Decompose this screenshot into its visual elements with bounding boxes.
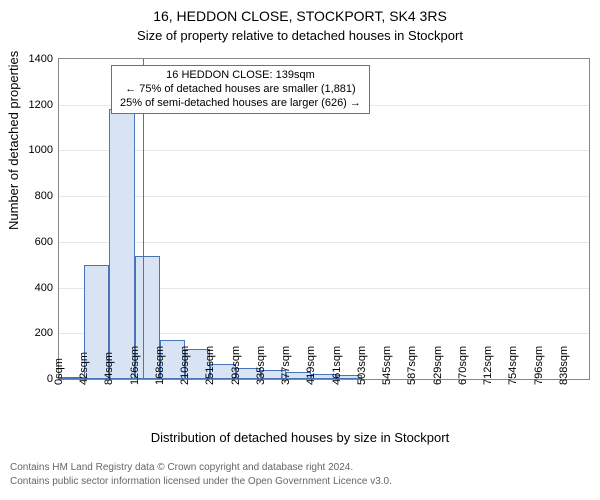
x-tick: 42sqm xyxy=(78,352,90,385)
footer-line-2: Contains public sector information licen… xyxy=(10,476,392,487)
footer-line-1: Contains HM Land Registry data © Crown c… xyxy=(10,462,353,473)
x-tick: 0sqm xyxy=(53,358,65,385)
y-tick: 600 xyxy=(35,236,59,248)
x-tick: 335sqm xyxy=(255,346,267,385)
y-tick: 200 xyxy=(35,327,59,339)
x-tick: 754sqm xyxy=(507,346,519,385)
y-tick: 400 xyxy=(35,282,59,294)
y-tick: 1000 xyxy=(29,144,59,156)
x-tick: 629sqm xyxy=(432,346,444,385)
x-tick: 419sqm xyxy=(305,346,317,385)
x-tick: 377sqm xyxy=(280,346,292,385)
x-tick: 461sqm xyxy=(331,346,343,385)
x-tick: 84sqm xyxy=(103,352,115,385)
annotation-line-3: 25% of semi-detached houses are larger (… xyxy=(120,97,361,111)
annotation-line-2: ← 75% of detached houses are smaller (1,… xyxy=(120,83,361,97)
x-tick: 126sqm xyxy=(129,346,141,385)
x-tick: 796sqm xyxy=(533,346,545,385)
x-axis-label: Distribution of detached houses by size … xyxy=(0,430,600,445)
gridline xyxy=(59,150,589,151)
annotation-box: 16 HEDDON CLOSE: 139sqm ← 75% of detache… xyxy=(111,65,370,114)
y-tick: 800 xyxy=(35,190,59,202)
y-axis-label: Number of detached properties xyxy=(6,51,21,230)
x-tick: 670sqm xyxy=(457,346,469,385)
x-tick: 210sqm xyxy=(179,346,191,385)
x-tick: 838sqm xyxy=(558,346,570,385)
x-tick: 503sqm xyxy=(356,346,368,385)
gridline xyxy=(59,196,589,197)
x-tick: 168sqm xyxy=(154,346,166,385)
page: { "title1": "16, HEDDON CLOSE, STOCKPORT… xyxy=(0,0,600,500)
plot-area: 0200400600800100012001400 0sqm42sqm84sqm… xyxy=(58,58,590,380)
x-tick: 251sqm xyxy=(204,346,216,385)
x-tick: 293sqm xyxy=(230,346,242,385)
chart: 0200400600800100012001400 0sqm42sqm84sqm… xyxy=(0,0,600,420)
x-tick: 587sqm xyxy=(406,346,418,385)
histogram-bar xyxy=(109,109,134,379)
x-tick: 545sqm xyxy=(381,346,393,385)
y-tick: 1200 xyxy=(29,99,59,111)
x-tick: 712sqm xyxy=(482,346,494,385)
gridline xyxy=(59,242,589,243)
annotation-line-1: 16 HEDDON CLOSE: 139sqm xyxy=(120,69,361,83)
y-tick: 1400 xyxy=(29,53,59,65)
